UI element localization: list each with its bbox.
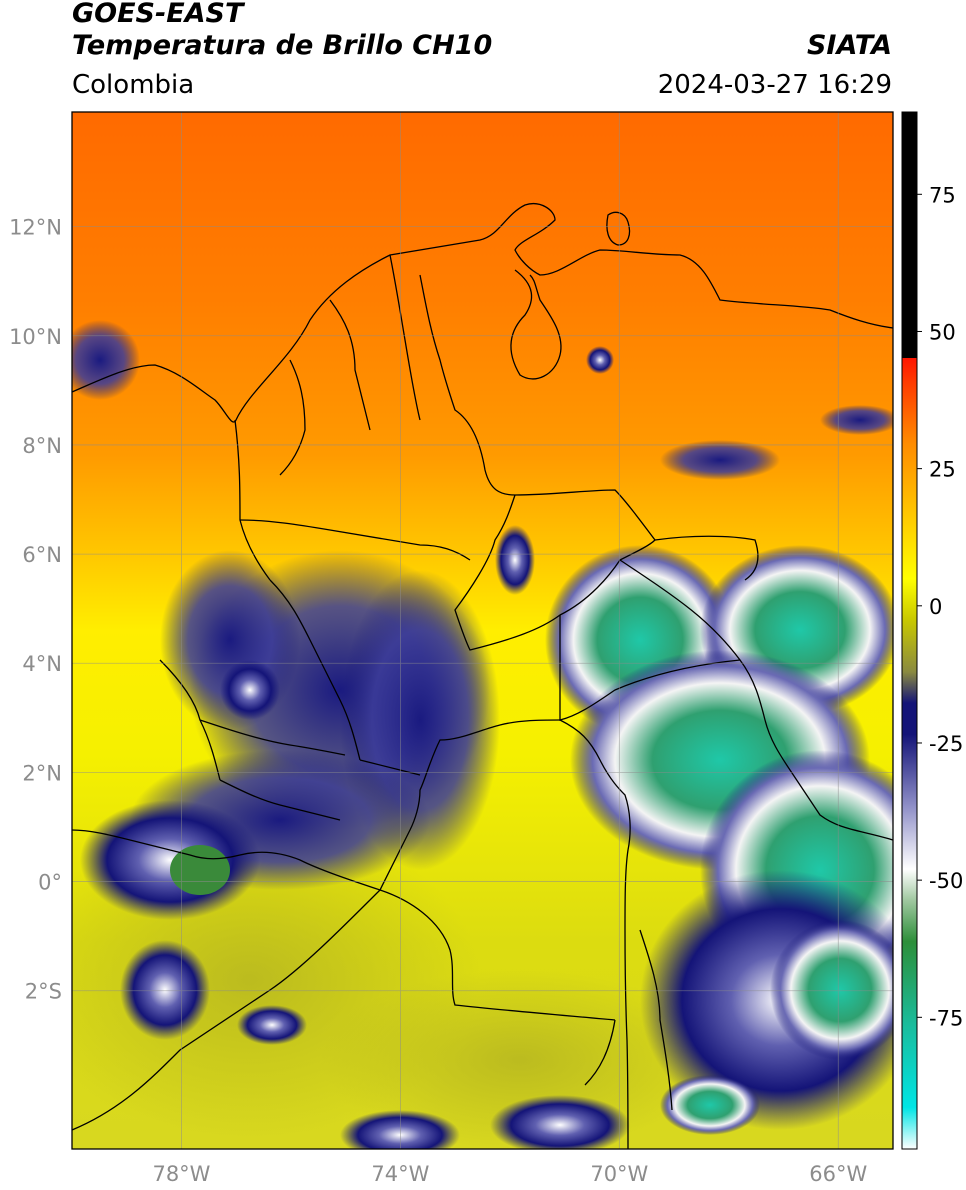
map-frame (71, 111, 894, 1150)
lat-tick-label: 6°N (22, 543, 62, 567)
colorbar-tick-label: 50 (929, 320, 956, 344)
latitude-axis: 12°N 10°N 8°N 6°N 4°N 2°N 0° 2°S (9, 216, 62, 1004)
colorbar-tick-label: -50 (929, 869, 963, 893)
lat-tick-label: 2°N (22, 761, 62, 785)
lon-tick-label: 74°W (371, 1162, 429, 1186)
colorbar-tick-label: 0 (929, 595, 942, 619)
lat-tick-label: 4°N (22, 652, 62, 676)
colorbar-tick-label: -25 (929, 732, 963, 756)
lat-tick-label: 0° (38, 871, 62, 895)
datetime-label: 2024-03-27 16:29 (657, 70, 892, 100)
colorbar-tick-label: 75 (929, 183, 956, 207)
lon-tick-label: 70°W (590, 1162, 648, 1186)
lon-tick-label: 66°W (809, 1162, 867, 1186)
title-line-1: GOES-EAST (72, 0, 244, 29)
organization-label: SIATA (806, 30, 892, 61)
lat-tick-label: 2°S (25, 980, 62, 1004)
map-grid (72, 112, 893, 1149)
colorbar-ticks: 75 50 25 0 -25 -50 -75 (917, 183, 963, 1030)
lat-tick-label: 8°N (22, 434, 62, 458)
colorbar (901, 111, 918, 1150)
lon-tick-label: 78°W (152, 1162, 210, 1186)
title-line-2: Temperatura de Brillo CH10 (72, 30, 493, 61)
colorbar-tick-label: -75 (929, 1006, 963, 1030)
country-borders (72, 203, 893, 1149)
lat-tick-label: 10°N (9, 325, 62, 349)
colorbar-tick-label: 25 (929, 458, 956, 482)
region-label: Colombia (72, 70, 195, 100)
longitude-axis: 78°W 74°W 70°W 66°W (152, 1162, 867, 1186)
lat-tick-label: 12°N (9, 216, 62, 240)
